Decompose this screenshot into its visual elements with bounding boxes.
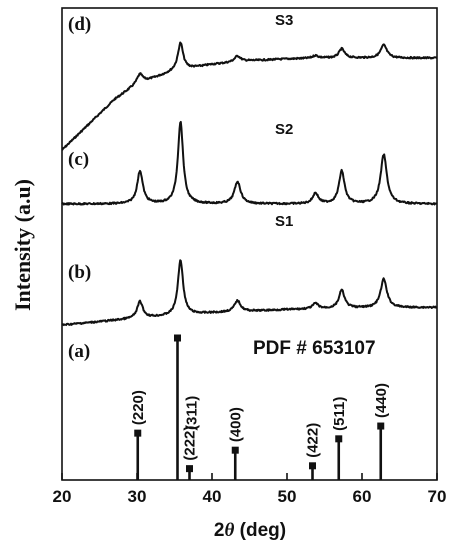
series-line-s2 [61, 120, 438, 206]
x-axis-label: 2θ (deg) [214, 520, 286, 541]
reference-hkl-label: (422) [305, 423, 322, 458]
reference-marker [134, 429, 142, 437]
reference-hkl-label: (220) [130, 390, 147, 425]
series-label-s1: S1 [275, 213, 293, 230]
x-tick-label: 60 [353, 487, 372, 506]
x-axis: 20 30 40 50 60 70 [53, 473, 447, 506]
reference-marker [309, 462, 316, 470]
series-line-s1 [61, 259, 438, 327]
x-axis-label-prefix: 2 [214, 520, 225, 541]
x-tick-label: 40 [203, 487, 222, 506]
reference-marker [335, 435, 343, 443]
reference-hkl-label: (440) [373, 383, 390, 418]
reference-hkl-label: (511) [331, 397, 348, 431]
x-tick-label: 20 [53, 487, 72, 506]
x-tick-label: 50 [278, 487, 297, 506]
reference-hkl-label: (311) [184, 396, 201, 430]
panel-label-d: (d) [68, 14, 91, 35]
series-label-s3: S3 [275, 12, 293, 29]
panel-label-b: (b) [68, 262, 91, 283]
reference-pattern: (220) (311)(222) (400) (422) (511) (440) [130, 334, 390, 480]
reference-marker [186, 465, 193, 473]
reference-marker [231, 446, 239, 454]
x-axis-label-suffix: (deg) [234, 520, 286, 541]
reference-marker [377, 422, 385, 430]
panel-label-c: (c) [68, 149, 89, 170]
x-tick-label: 70 [428, 487, 447, 506]
reference-label: PDF # 653107 [253, 338, 376, 359]
reference-marker [174, 334, 181, 342]
x-tick-label: 30 [128, 487, 147, 506]
y-axis-label: Intensity (a.u) [10, 179, 35, 311]
plot-frame [61, 7, 438, 481]
reference-hkl-label: (400) [227, 407, 244, 442]
reference-hkl-label: (222) [182, 426, 199, 461]
series-line-s3 [61, 41, 438, 151]
panel-label-a: (a) [68, 341, 90, 362]
pattern-curves [61, 41, 438, 327]
x-axis-label-theta: θ [224, 520, 234, 541]
series-label-s2: S2 [275, 121, 293, 138]
